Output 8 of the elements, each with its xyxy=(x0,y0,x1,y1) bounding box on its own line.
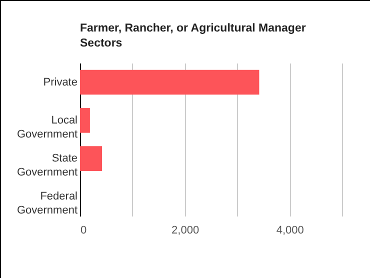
y-tick-label: Local Government xyxy=(16,114,78,140)
x-tick-label: 2,000 xyxy=(172,224,200,236)
y-tick-label: Federal Government xyxy=(16,190,78,217)
x-tick-label: 0 xyxy=(80,224,87,236)
chart-title: Farmer, Rancher, or Agricultural Manager Sectors xyxy=(80,22,306,50)
y-tick-label: State Government xyxy=(16,152,78,179)
y-tick-label: Private xyxy=(43,76,78,88)
x-tick-label: 4,000 xyxy=(276,224,304,236)
